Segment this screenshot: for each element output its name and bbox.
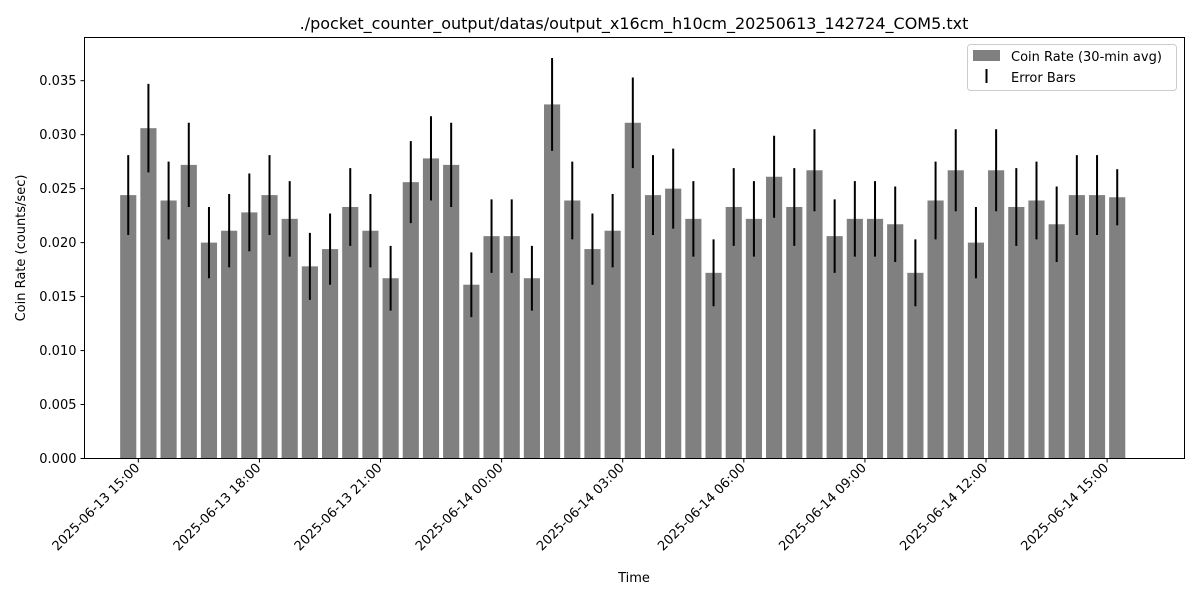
bar (200, 242, 218, 459)
bar (301, 266, 318, 459)
bar (180, 164, 197, 459)
bar (907, 272, 924, 459)
bar (604, 230, 621, 459)
bar (624, 122, 641, 459)
x-tick-label: 2025-06-13 18:00 (171, 461, 264, 554)
bar (362, 230, 379, 459)
bar (160, 200, 177, 459)
legend-label-error-bars: Error Bars (1011, 71, 1076, 86)
y-axis: 0.000 0.005 0.010 0.015 0.020 0.025 0.030 0.035 (39, 74, 85, 467)
bar (523, 278, 540, 459)
legend-label-bars: Coin Rate (30-min avg) (1011, 50, 1162, 65)
y-tick-label: 0.015 (39, 290, 76, 305)
x-tick-label: 2025-06-14 15:00 (1019, 461, 1112, 554)
chart-title: ./pocket_counter_output/datas/output_x16… (300, 14, 969, 34)
bar (544, 104, 561, 459)
bar (846, 218, 863, 459)
bar (887, 224, 904, 459)
bar (342, 206, 359, 459)
bar (321, 249, 339, 459)
plot-frame (84, 37, 1185, 459)
bar (483, 236, 500, 459)
bar (443, 164, 460, 459)
x-tick-label: 2025-06-14 06:00 (655, 461, 748, 554)
bar (463, 284, 480, 459)
bars-layer (120, 104, 1126, 459)
bar (120, 195, 137, 459)
x-tick-label: 2025-06-13 21:00 (292, 461, 385, 554)
bar (927, 200, 944, 459)
x-tick-label: 2025-06-13 15:00 (50, 461, 143, 554)
y-tick-label: 0.035 (39, 74, 76, 89)
bar (947, 170, 964, 459)
x-tick-label: 2025-06-14 12:00 (897, 461, 990, 554)
bar (826, 236, 843, 459)
x-tick-label: 2025-06-14 09:00 (776, 461, 869, 554)
bar (685, 218, 702, 459)
bar (725, 206, 742, 459)
bar (1068, 195, 1085, 459)
y-tick-label: 0.030 (39, 128, 76, 143)
bar (766, 176, 783, 459)
y-tick-label: 0.005 (39, 398, 76, 413)
x-tick-label: 2025-06-14 00:00 (413, 461, 506, 554)
bar (564, 200, 581, 459)
error-bars-layer (127, 58, 1119, 318)
y-tick-label: 0.025 (39, 182, 76, 197)
bar (221, 230, 238, 459)
y-axis-title: Coin Rate (counts/sec) (14, 175, 29, 322)
bar (988, 170, 1005, 459)
bar (665, 188, 682, 459)
x-axis: 2025-06-13 15:00 2025-06-13 18:00 2025-06-… (50, 458, 1112, 554)
bar (1008, 206, 1025, 459)
bar (241, 212, 258, 459)
bar (1028, 200, 1045, 459)
bar (745, 218, 762, 459)
bar (705, 272, 722, 459)
legend-frame (967, 44, 1177, 91)
bar (261, 195, 278, 459)
bar (402, 182, 419, 459)
legend: Coin Rate (30-min avg) Error Bars (967, 44, 1177, 91)
bar (422, 158, 440, 459)
y-tick-label: 0.000 (39, 452, 76, 467)
bar (503, 236, 520, 459)
bar (786, 206, 803, 459)
bar (281, 218, 298, 459)
bar (967, 242, 985, 459)
bar (644, 195, 662, 459)
y-tick-label: 0.020 (39, 236, 76, 251)
bar (382, 278, 399, 459)
legend-swatch-bars (973, 50, 1000, 61)
bar (1088, 195, 1106, 459)
bar (140, 128, 157, 459)
bar (1109, 197, 1126, 459)
bar (866, 218, 884, 459)
x-tick-label: 2025-06-14 03:00 (534, 461, 627, 554)
x-axis-title: Time (617, 571, 650, 586)
y-tick-label: 0.010 (39, 344, 76, 359)
bar (806, 170, 823, 459)
bar (1048, 224, 1065, 459)
bar (584, 249, 601, 459)
